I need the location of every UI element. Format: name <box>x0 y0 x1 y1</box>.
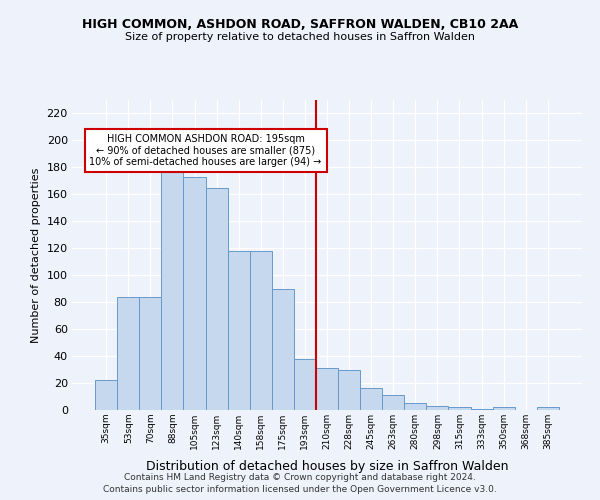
Bar <box>184 177 206 410</box>
Text: HIGH COMMON, ASHDON ROAD, SAFFRON WALDEN, CB10 2AA: HIGH COMMON, ASHDON ROAD, SAFFRON WALDEN… <box>82 18 518 30</box>
Text: Size of property relative to detached houses in Saffron Walden: Size of property relative to detached ho… <box>125 32 475 42</box>
Bar <box>427 406 448 410</box>
Text: Contains public sector information licensed under the Open Government Licence v3: Contains public sector information licen… <box>103 485 497 494</box>
Bar <box>338 370 360 410</box>
Bar <box>316 368 338 410</box>
Bar <box>139 297 161 410</box>
Text: Contains HM Land Registry data © Crown copyright and database right 2024.: Contains HM Land Registry data © Crown c… <box>124 472 476 482</box>
Bar <box>382 395 404 410</box>
Bar <box>117 297 139 410</box>
Bar <box>272 288 294 410</box>
Bar <box>404 404 427 410</box>
Bar <box>227 251 250 410</box>
Bar <box>95 380 117 410</box>
Text: HIGH COMMON ASHDON ROAD: 195sqm
← 90% of detached houses are smaller (875)
10% o: HIGH COMMON ASHDON ROAD: 195sqm ← 90% of… <box>89 134 322 167</box>
Bar <box>294 359 316 410</box>
Y-axis label: Number of detached properties: Number of detached properties <box>31 168 41 342</box>
Bar <box>206 188 227 410</box>
Bar <box>161 168 184 410</box>
Bar <box>493 408 515 410</box>
Bar <box>537 408 559 410</box>
Bar <box>360 388 382 410</box>
X-axis label: Distribution of detached houses by size in Saffron Walden: Distribution of detached houses by size … <box>146 460 508 473</box>
Bar <box>250 251 272 410</box>
Bar <box>448 408 470 410</box>
Bar <box>470 408 493 410</box>
